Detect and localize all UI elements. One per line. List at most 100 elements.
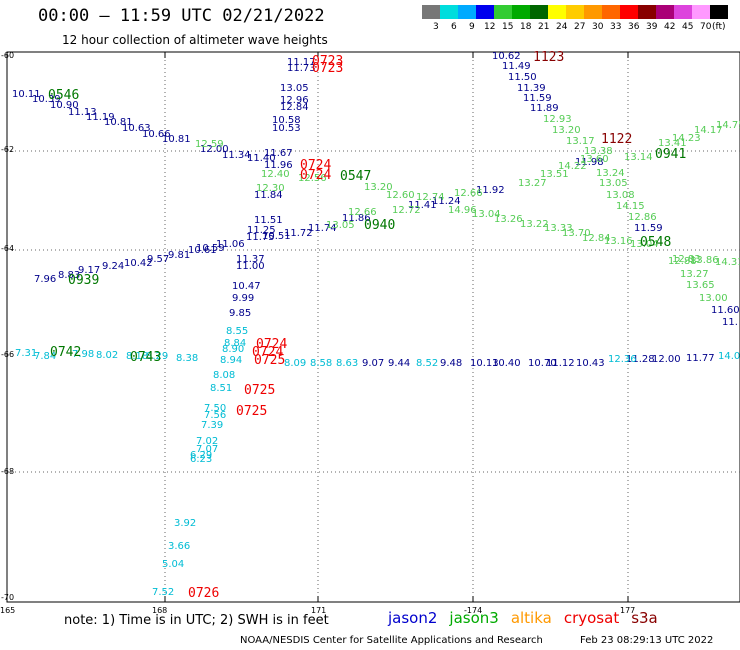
color-swatch <box>494 5 512 19</box>
satellite-legend-item: jason3 <box>449 609 499 627</box>
map-grid <box>7 52 740 602</box>
wave-height-value: 8.83 <box>58 270 80 281</box>
wave-height-value: 12.56 <box>298 173 327 184</box>
wave-height-value: 11.86 <box>342 213 371 224</box>
pass-time-label: 0723 <box>312 54 343 69</box>
wave-height-value: 13.24 <box>596 168 625 179</box>
latitude-label: -62 <box>1 145 14 154</box>
wave-height-value: 7.56 <box>204 410 226 421</box>
wave-height-value: 11.28 <box>626 354 655 365</box>
wave-height-value: 13.05 <box>326 220 355 231</box>
pass-time-label: 0723 <box>312 61 343 76</box>
pass-time-label: 0548 <box>640 235 671 250</box>
wave-height-value: 10.43 <box>576 358 605 369</box>
wave-height-value: 11.13 <box>68 107 97 118</box>
wave-height-value: 10.90 <box>50 100 79 111</box>
map-subtitle: 12 hour collection of altimeter wave hei… <box>62 33 328 47</box>
color-scale-bar <box>422 5 728 19</box>
wave-height-value: 13.26 <box>494 214 523 225</box>
wave-height-value: 7.84 <box>34 351 56 362</box>
wave-height-value: 9.57 <box>147 254 169 265</box>
wave-height-value: 12.93 <box>543 114 572 125</box>
color-swatch <box>656 5 674 19</box>
satellite-legend-item: jason2 <box>388 609 438 627</box>
wave-height-value: 12.72 <box>392 205 421 216</box>
pass-time-label: 0725 <box>236 404 267 419</box>
pass-time-label: 0743 <box>130 350 161 365</box>
wave-height-value: 12.36 <box>608 354 637 365</box>
wave-height-value: 11.12 <box>546 358 575 369</box>
wave-height-value: 11.25 <box>247 225 276 236</box>
wave-height-value: 7.98 <box>72 349 94 360</box>
wave-height-value: 13.20 <box>552 125 581 136</box>
wave-height-value: 9.85 <box>229 308 251 319</box>
wave-height-value: 10.13 <box>470 358 499 369</box>
color-scale-label: 3 <box>433 22 439 32</box>
wave-height-value: 13.08 <box>606 190 635 201</box>
wave-height-value: 14.17 <box>694 125 723 136</box>
wave-height-value: 11.84 <box>254 190 283 201</box>
wave-height-value: 11.50 <box>508 72 537 83</box>
longitude-label: 168 <box>152 606 167 615</box>
wave-height-value: 14.75 <box>716 120 740 131</box>
wave-height-value: 9.48 <box>440 358 462 369</box>
color-swatch <box>584 5 602 19</box>
timestamp-text: Feb 23 08:29:13 UTC 2022 <box>580 635 714 646</box>
color-scale-label: 18 <box>520 22 532 32</box>
pass-time-label: 0724 <box>252 345 283 360</box>
wave-height-value: 7.07 <box>196 444 218 455</box>
wave-height-value: 13.51 <box>540 169 569 180</box>
pass-time-label: 1123 <box>533 50 564 65</box>
wave-height-value: 8.55 <box>226 326 248 337</box>
wave-height-value: 12.59 <box>195 139 224 150</box>
wave-height-value: 11.19 <box>86 112 115 123</box>
wave-height-value: 11. <box>722 317 738 328</box>
wave-height-value: 3.66 <box>168 541 190 552</box>
wave-height-value: 11.37 <box>236 254 265 265</box>
longitude-label: 177 <box>620 606 635 615</box>
pass-time-label: 0724 <box>300 158 331 173</box>
wave-height-value: 14.04 <box>718 351 740 362</box>
wave-height-value: 11.89 <box>530 103 559 114</box>
wave-height-value: 8.09 <box>284 358 306 369</box>
color-swatch <box>530 5 548 19</box>
color-scale-label: 27 <box>574 22 586 32</box>
wave-height-value: 10.66 <box>142 129 171 140</box>
wave-height-value: 9.07 <box>362 358 384 369</box>
pass-time-label: 0724 <box>300 168 331 183</box>
color-swatch <box>458 5 476 19</box>
wave-height-value: 13.20 <box>364 182 393 193</box>
color-swatch <box>638 5 656 19</box>
pass-time-label: 0939 <box>68 273 99 288</box>
wave-height-value: 11.98 <box>575 157 604 168</box>
color-swatch <box>476 5 494 19</box>
wave-height-value: 8.84 <box>224 338 246 349</box>
color-swatch <box>620 5 638 19</box>
wave-height-value: 13.05 <box>280 83 309 94</box>
wave-height-value: 10.40 <box>492 358 521 369</box>
color-swatch <box>674 5 692 19</box>
wave-height-value: 9.81 <box>168 250 190 261</box>
wave-height-value: 10.39 <box>32 94 61 105</box>
wave-height-value: 8.63 <box>336 358 358 369</box>
wave-height-value: 10.47 <box>232 281 261 292</box>
pass-time-label: 1122 <box>601 132 632 147</box>
wave-height-value: 11.00 <box>236 261 265 272</box>
color-scale-label: 39 <box>646 22 658 32</box>
wave-height-value: 11.92 <box>476 185 505 196</box>
pass-time-label: 0940 <box>364 218 395 233</box>
wave-height-value: 14.23 <box>672 133 701 144</box>
color-scale-label: 12 <box>484 22 496 32</box>
wave-height-value: 10.58 <box>272 115 301 126</box>
wave-height-value: 13.16 <box>604 236 633 247</box>
color-swatch <box>602 5 620 19</box>
color-scale-label: 42 <box>664 22 676 32</box>
color-scale-label: 30 <box>592 22 604 32</box>
wave-height-value: 10.53 <box>272 123 301 134</box>
longitude-label: -174 <box>464 606 482 615</box>
wave-height-value: 9.24 <box>102 261 124 272</box>
wave-height-value: 8.29 <box>146 351 168 362</box>
wave-height-value: 12.86 <box>628 212 657 223</box>
wave-height-value: 8.18 <box>126 351 148 362</box>
pass-time-label: 0547 <box>340 169 371 184</box>
